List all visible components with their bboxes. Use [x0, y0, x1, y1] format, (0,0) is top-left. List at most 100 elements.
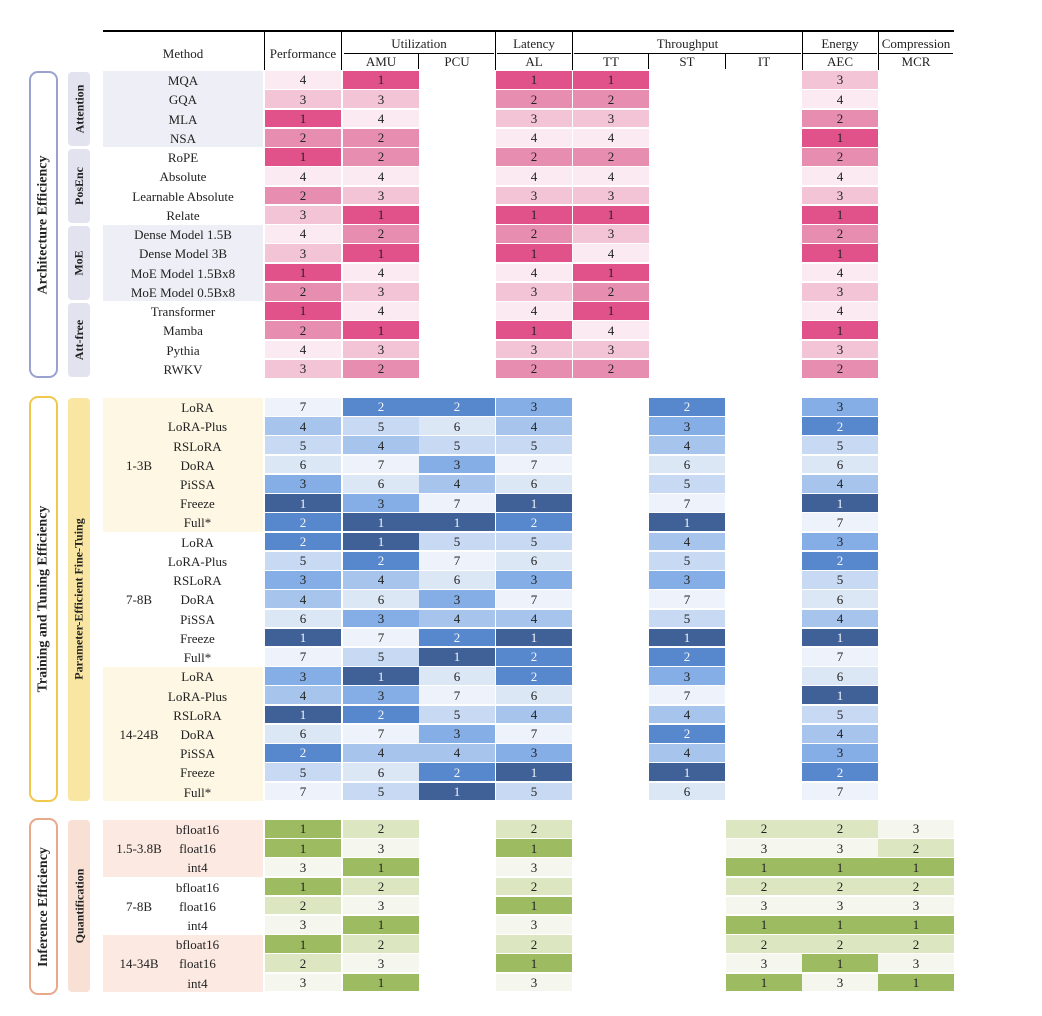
value-cell: 4: [802, 167, 878, 185]
value-cell: 5: [343, 647, 419, 666]
value-cell: 1: [265, 820, 341, 838]
section-frame-0: [29, 71, 58, 378]
method-header: Method: [162, 45, 204, 61]
value-cell: 2: [802, 417, 878, 435]
value-cell: 2: [802, 551, 878, 570]
value-cell: 7: [343, 455, 419, 474]
value-cell: 4: [343, 571, 419, 589]
method-label: RWKV: [163, 361, 203, 377]
value-cell: 5: [419, 532, 495, 551]
value-cell: 3: [343, 186, 419, 205]
value-cell: 2: [726, 935, 802, 953]
header-vsep-small-2: [725, 54, 726, 69]
value-cell: 5: [496, 436, 572, 455]
method-label: RSLoRA: [173, 573, 222, 589]
value-cell: 5: [265, 551, 341, 570]
method-label: MQA: [167, 73, 199, 89]
group-label-text-0-0: Attention: [72, 84, 87, 134]
value-cell: 2: [496, 513, 572, 532]
value-cell: 1: [265, 494, 341, 512]
value-cell: 3: [802, 973, 878, 992]
value-cell: 2: [343, 148, 419, 166]
method-label: MoE Model 0.5Bx8: [130, 284, 236, 300]
value-cell: 1: [802, 244, 878, 262]
method-label: Freeze: [180, 496, 215, 512]
value-cell: 1: [802, 916, 878, 934]
value-cell: 3: [496, 916, 572, 934]
group-label-text-0-2: MoE: [72, 250, 86, 276]
value-cell: 3: [265, 90, 341, 108]
value-cell: 3: [496, 340, 572, 359]
value-cell: 3: [496, 186, 572, 205]
value-cell: 2: [265, 954, 341, 973]
value-cell: 1: [573, 263, 649, 282]
value-cell: 2: [419, 763, 495, 782]
value-cell: 1: [343, 513, 419, 532]
value-cell: 4: [265, 340, 341, 359]
method-label: bfloat16: [175, 937, 220, 953]
value-cell: 1: [265, 148, 341, 166]
value-cell: 2: [343, 359, 419, 378]
value-cell: 1: [496, 244, 572, 262]
method-label: RSLoRA: [173, 438, 222, 454]
group-label-1-0: 1-3B: [126, 457, 152, 473]
method-label: Freeze: [180, 765, 215, 781]
value-cell: 5: [343, 417, 419, 435]
value-cell: 4: [265, 590, 341, 609]
value-cell: 6: [649, 782, 725, 801]
value-cell: 3: [265, 244, 341, 262]
header-subcol-8: MCR: [901, 54, 931, 69]
value-cell: 3: [573, 225, 649, 243]
method-label: Mamba: [163, 323, 203, 339]
method-label: PiSSA: [180, 477, 215, 493]
value-cell: 3: [496, 282, 572, 301]
value-cell: 3: [265, 205, 341, 224]
value-cell: 4: [802, 724, 878, 743]
group-label-text-0-1: PosEnc: [72, 166, 87, 206]
value-cell: 3: [573, 186, 649, 205]
value-cell: 4: [419, 744, 495, 762]
value-cell: 3: [802, 896, 878, 915]
value-cell: 3: [726, 954, 802, 973]
header-group-0: Utilization: [391, 36, 447, 51]
section-subtitle-2: Quantification: [68, 820, 90, 992]
value-cell: 3: [726, 839, 802, 857]
value-cell: 3: [419, 590, 495, 609]
method-label: bfloat16: [175, 822, 220, 838]
value-cell: 2: [496, 148, 572, 166]
value-cell: 5: [265, 763, 341, 782]
header-subcol-4: TT: [603, 54, 619, 69]
value-cell: 6: [419, 417, 495, 435]
value-cell: 5: [265, 436, 341, 455]
value-cell: 2: [265, 128, 341, 147]
method-label: LoRA-Plus: [167, 419, 228, 435]
method-label: int4: [187, 860, 208, 876]
value-cell: 6: [649, 455, 725, 474]
value-cell: 4: [573, 128, 649, 147]
header-group-rule-2: [574, 53, 801, 54]
value-cell: 2: [343, 551, 419, 570]
header-group-rule-0: [344, 53, 494, 54]
value-cell: 5: [419, 705, 495, 724]
value-cell: 3: [802, 744, 878, 762]
value-cell: 6: [343, 590, 419, 609]
value-cell: 2: [496, 359, 572, 378]
value-cell: 6: [802, 455, 878, 474]
method-label: bfloat16: [175, 879, 220, 895]
value-cell: 2: [496, 90, 572, 108]
value-cell: 3: [265, 667, 341, 685]
method-label: int4: [187, 918, 208, 934]
value-cell: 7: [343, 724, 419, 743]
method-label: Dense Model 1.5B: [134, 227, 232, 243]
header-group-rule-3: [803, 53, 877, 54]
method-label: Learnable Absolute: [132, 188, 234, 204]
value-cell: 1: [343, 244, 419, 262]
value-cell: 3: [496, 973, 572, 992]
value-cell: 3: [265, 973, 341, 992]
header-subcol-7: AEC: [827, 54, 853, 69]
value-cell: 7: [419, 494, 495, 512]
method-label: Freeze: [180, 630, 215, 646]
top-rule: [103, 30, 954, 32]
value-cell: 6: [802, 667, 878, 685]
value-cell: 1: [343, 321, 419, 339]
